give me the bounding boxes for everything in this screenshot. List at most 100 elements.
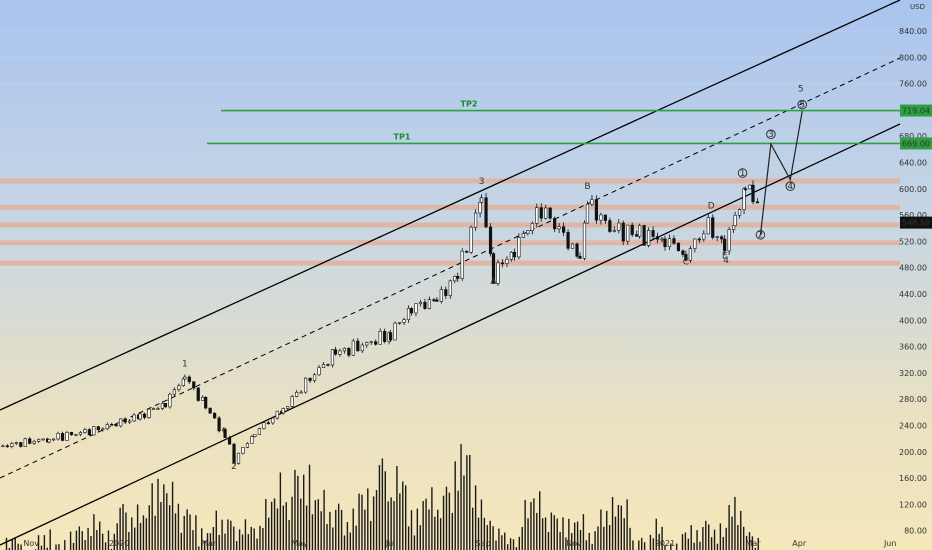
volume-bar xyxy=(218,534,220,550)
candle-body xyxy=(512,251,516,258)
candle-body xyxy=(402,319,406,323)
volume-bar xyxy=(288,520,290,550)
volume-bar xyxy=(332,527,334,550)
candle-body xyxy=(651,230,655,237)
candle-body xyxy=(727,229,731,252)
volume-bar xyxy=(425,498,427,550)
volume-bar xyxy=(250,526,252,550)
candle-body xyxy=(241,447,245,454)
candle-body xyxy=(732,225,736,230)
circled-wave-label: 5 xyxy=(799,100,805,110)
volume-bar xyxy=(655,518,657,550)
volume-bar xyxy=(195,515,197,550)
candle-body xyxy=(414,303,418,314)
candle-body xyxy=(393,322,397,341)
target-price-text: 669.00 xyxy=(902,139,930,148)
volume-bar xyxy=(49,529,51,550)
volume-bar xyxy=(611,496,614,550)
volume-bar xyxy=(192,530,194,550)
volume-bar xyxy=(224,533,226,550)
volume-bar xyxy=(498,528,500,550)
volume-bar xyxy=(136,504,139,550)
candle-body xyxy=(397,322,402,324)
volume-bar xyxy=(329,511,331,550)
candle-body xyxy=(156,408,160,410)
volume-bar xyxy=(160,502,162,550)
volume-bar xyxy=(439,518,442,550)
candle-body xyxy=(435,299,439,302)
volume-bar xyxy=(270,501,273,550)
circled-wave-marker xyxy=(766,129,776,139)
wave-label: 2 xyxy=(231,462,237,472)
candle-body xyxy=(715,236,719,239)
time-tick: Mar xyxy=(201,539,217,548)
price-tick: 560.00 xyxy=(899,211,927,220)
volume-bar xyxy=(699,541,701,550)
volume-bar xyxy=(539,491,541,550)
candle-body xyxy=(151,408,156,410)
volume-bar xyxy=(725,527,727,550)
volume-bar xyxy=(302,474,305,550)
volume-bar xyxy=(562,517,564,550)
volume-bar xyxy=(349,532,352,550)
volume-bar xyxy=(387,501,389,550)
current-price-tag xyxy=(900,216,932,229)
volume-bar xyxy=(413,535,416,550)
volume-bar xyxy=(722,536,724,550)
candle-body xyxy=(83,429,87,433)
price-tick: 120.00 xyxy=(899,500,927,509)
volume-bar xyxy=(530,502,532,550)
candle-body xyxy=(304,377,308,393)
volume-bar xyxy=(460,444,462,550)
volume-bar xyxy=(713,529,716,550)
volume-bar xyxy=(142,515,145,550)
price-tick: 640.00 xyxy=(899,159,927,168)
volume-bar xyxy=(568,518,570,550)
volume-bar xyxy=(731,516,733,550)
volume-bar xyxy=(696,530,698,550)
candle-body xyxy=(603,214,607,221)
time-tick: Jun xyxy=(883,539,897,548)
volume-bar xyxy=(603,526,605,550)
candle-body xyxy=(676,243,681,252)
candle-body xyxy=(369,341,373,343)
volume-bar xyxy=(506,544,509,550)
volume-bar xyxy=(128,531,130,550)
trend-channel xyxy=(0,0,901,546)
candle-body xyxy=(626,224,630,242)
target-price-tag xyxy=(900,104,932,117)
volume-bar xyxy=(177,503,180,550)
wave-label: E xyxy=(722,251,728,261)
volume-bar xyxy=(710,537,713,550)
volume-bar xyxy=(407,526,410,550)
candle-body xyxy=(621,222,625,242)
volume-bar xyxy=(384,471,386,550)
volume-bar xyxy=(571,533,573,550)
volume-bar xyxy=(463,475,465,550)
candle-body xyxy=(469,226,473,253)
volume-bar xyxy=(469,454,471,550)
candle-body xyxy=(192,381,196,389)
volume-bar xyxy=(279,472,282,550)
candle-body xyxy=(374,341,378,345)
volume-bar xyxy=(504,532,506,550)
candle-body xyxy=(290,396,294,407)
volume-bar xyxy=(17,543,19,550)
wave-label: A xyxy=(490,277,497,287)
candle-body xyxy=(479,197,484,203)
volume-bar xyxy=(273,498,276,550)
candle-body xyxy=(266,422,270,424)
volume-bar xyxy=(233,526,235,550)
candle-body xyxy=(660,238,664,241)
volume-bar xyxy=(241,534,244,550)
volume-bar xyxy=(416,508,419,550)
candle-body xyxy=(56,433,60,440)
volume-bar xyxy=(180,532,183,550)
volume-bar xyxy=(238,529,241,550)
volume-bar xyxy=(620,505,622,550)
volume-bar xyxy=(46,547,48,550)
candle-body xyxy=(526,230,530,234)
candle-body xyxy=(181,378,185,387)
